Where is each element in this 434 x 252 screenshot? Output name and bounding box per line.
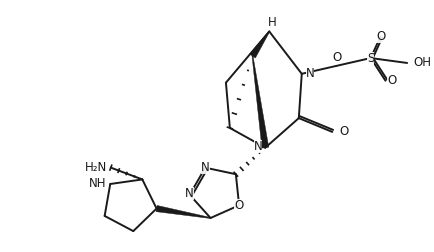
Text: S: S bbox=[366, 52, 374, 65]
Text: N: N bbox=[305, 67, 314, 80]
Text: N: N bbox=[201, 161, 209, 174]
Text: N: N bbox=[185, 187, 194, 200]
Text: O: O bbox=[332, 51, 341, 64]
Text: O: O bbox=[234, 199, 243, 212]
Polygon shape bbox=[156, 205, 210, 218]
Text: O: O bbox=[387, 74, 396, 87]
Text: H₂N: H₂N bbox=[85, 161, 107, 174]
Polygon shape bbox=[251, 56, 268, 148]
Text: H: H bbox=[267, 16, 276, 29]
Text: O: O bbox=[339, 125, 348, 138]
Text: OH: OH bbox=[412, 56, 430, 70]
Text: O: O bbox=[375, 30, 384, 43]
Text: NH: NH bbox=[89, 177, 106, 191]
Text: N: N bbox=[253, 140, 262, 153]
Polygon shape bbox=[249, 31, 269, 58]
